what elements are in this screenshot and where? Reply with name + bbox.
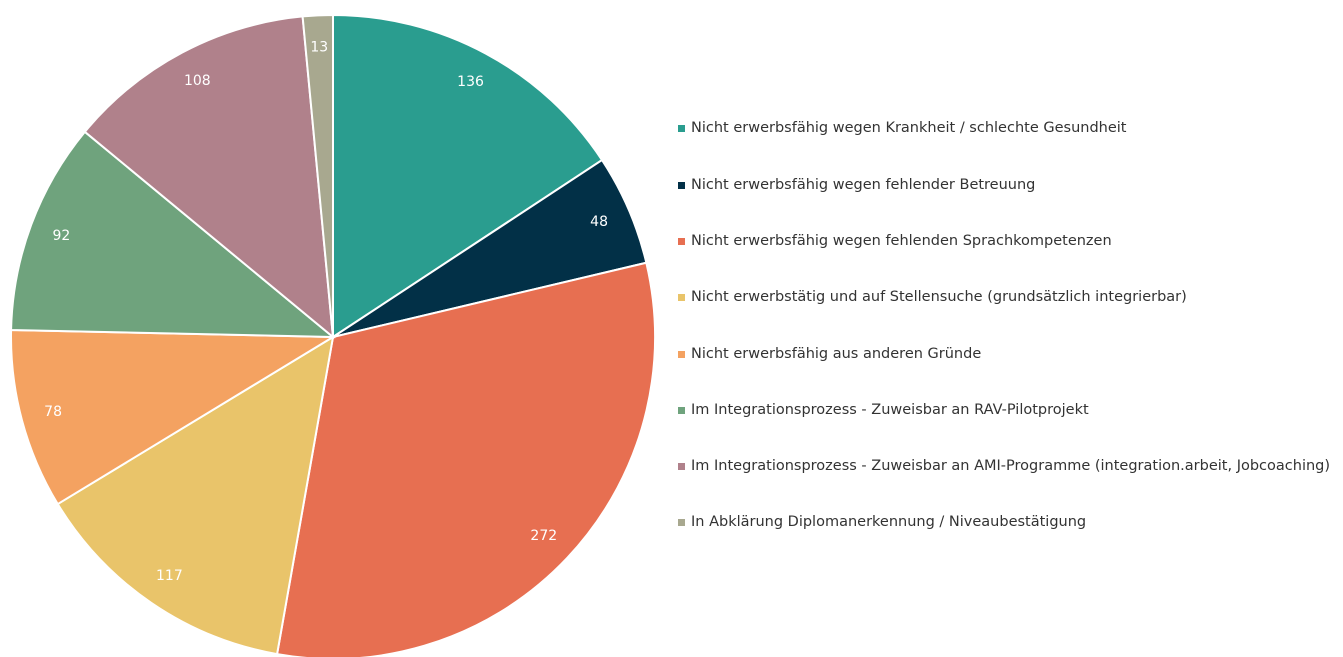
legend-item: Nicht erwerbsfähig wegen fehlender Betre… [678,176,1338,195]
legend-item: Im Integrationsprozess - Zuweisbar an RA… [678,401,1338,420]
pie-slice [301,13,334,338]
data-label: 136 [457,74,484,90]
legend-item: Nicht erwerbstätig und auf Stellensuche … [678,288,1338,307]
legend-swatch [678,294,685,301]
legend-swatch [678,351,685,358]
data-label: 13 [310,40,328,56]
legend-label: Nicht erwerbsfähig wegen Krankheit / sch… [691,120,1127,136]
pie-slice [332,13,604,339]
legend-label: Im Integrationsprozess - Zuweisbar an RA… [691,402,1089,418]
legend-swatch [678,125,685,132]
legend-label: Nicht erwerbsfähig wegen fehlenden Sprac… [691,233,1112,249]
legend-swatch [678,238,685,245]
legend-item: Im Integrationsprozess - Zuweisbar an AM… [678,457,1338,476]
pie-slice [10,328,337,506]
data-label: 48 [590,214,608,230]
data-label: 108 [184,73,211,89]
legend-label: In Abklärung Diplomanerkennung / Niveaub… [691,514,1087,530]
data-label: 92 [52,228,70,244]
legend-item: Nicht erwerbsfähig aus anderen Gründe [678,345,1338,364]
legend-swatch [678,463,685,470]
legend-label: Im Integrationsprozess - Zuweisbar an AM… [691,458,1331,474]
legend-label: Nicht erwerbstätig und auf Stellensuche … [691,289,1187,305]
pie-slice [10,130,336,339]
legend-swatch [678,519,685,526]
chart: 136 48 272 117 78 92 108 13 [10,13,656,657]
legend-item: Nicht erwerbsfähig wegen fehlenden Sprac… [678,232,1338,251]
pie-slice [275,261,656,657]
legend-swatch [678,182,685,189]
pie-slice [83,15,335,340]
legend-item: In Abklärung Diplomanerkennung / Niveaub… [678,513,1338,532]
pie-slice [56,335,335,656]
legend-label: Nicht erwerbsfähig wegen fehlender Betre… [691,177,1036,193]
legend-item: Nicht erwerbsfähig wegen Krankheit / sch… [678,119,1338,138]
data-label: 272 [530,528,557,544]
legend-swatch [678,407,685,414]
data-label: 117 [156,568,183,584]
legend-label: Nicht erwerbsfähig aus anderen Gründe [691,346,982,362]
data-label: 78 [44,404,62,420]
